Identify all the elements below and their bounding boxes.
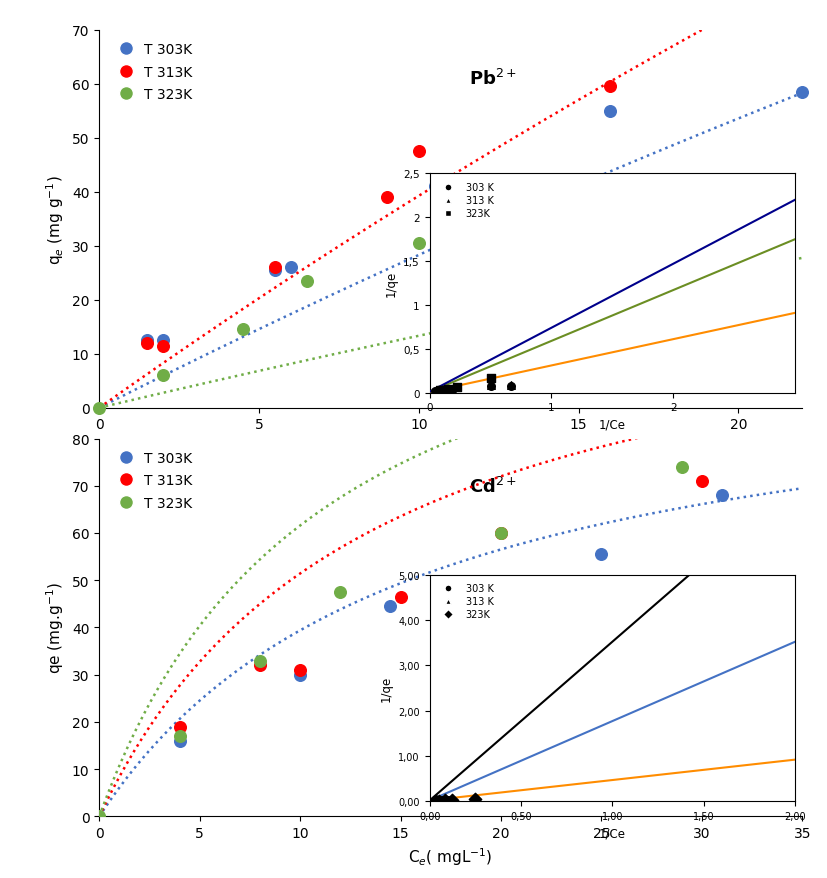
Legend: T 303K, T 313K, T 323K: T 303K, T 313K, T 323K bbox=[106, 446, 198, 515]
Point bbox=[294, 668, 307, 682]
Point bbox=[380, 191, 394, 205]
Point bbox=[412, 237, 425, 251]
Point bbox=[394, 590, 407, 604]
Point bbox=[268, 263, 281, 277]
Point bbox=[141, 336, 154, 350]
Text: Pb$^{2+}$: Pb$^{2+}$ bbox=[469, 68, 517, 89]
Point bbox=[412, 145, 425, 159]
Point bbox=[156, 369, 170, 383]
Point bbox=[156, 334, 170, 348]
Text: Cd$^{2+}$: Cd$^{2+}$ bbox=[469, 477, 517, 497]
Point bbox=[300, 275, 313, 289]
Point bbox=[253, 658, 266, 673]
Point bbox=[93, 401, 106, 415]
Point bbox=[796, 86, 809, 100]
Point bbox=[141, 334, 154, 348]
Point bbox=[173, 720, 186, 734]
Legend: T 303K, T 313K, T 323K: T 303K, T 313K, T 323K bbox=[106, 38, 198, 107]
Point bbox=[237, 323, 250, 337]
Point bbox=[495, 527, 508, 541]
Point bbox=[495, 527, 508, 541]
Point bbox=[460, 212, 473, 227]
Point bbox=[268, 261, 281, 275]
Y-axis label: q$_e$ (mg g$^{-1}$): q$_e$ (mg g$^{-1}$) bbox=[45, 175, 66, 264]
Y-axis label: qe (mg.g$^{-1}$): qe (mg.g$^{-1}$) bbox=[45, 582, 66, 673]
Point bbox=[173, 730, 186, 744]
Point bbox=[294, 663, 307, 677]
Point bbox=[675, 460, 688, 474]
Point bbox=[604, 80, 617, 94]
Point bbox=[384, 600, 397, 614]
Point bbox=[715, 488, 729, 502]
X-axis label: C$_{eq}$ (mg.L$^{-1}$): C$_{eq}$ (mg.L$^{-1}$) bbox=[403, 437, 499, 461]
Point bbox=[604, 104, 617, 119]
Point bbox=[696, 474, 709, 488]
Point bbox=[333, 586, 347, 600]
X-axis label: C$_e$( mgL$^{-1}$): C$_e$( mgL$^{-1}$) bbox=[409, 846, 493, 867]
Point bbox=[253, 654, 266, 668]
Point bbox=[173, 734, 186, 748]
Point bbox=[428, 180, 442, 194]
Point bbox=[284, 261, 298, 275]
Point bbox=[93, 810, 106, 824]
Point bbox=[595, 548, 608, 562]
Point bbox=[156, 339, 170, 353]
